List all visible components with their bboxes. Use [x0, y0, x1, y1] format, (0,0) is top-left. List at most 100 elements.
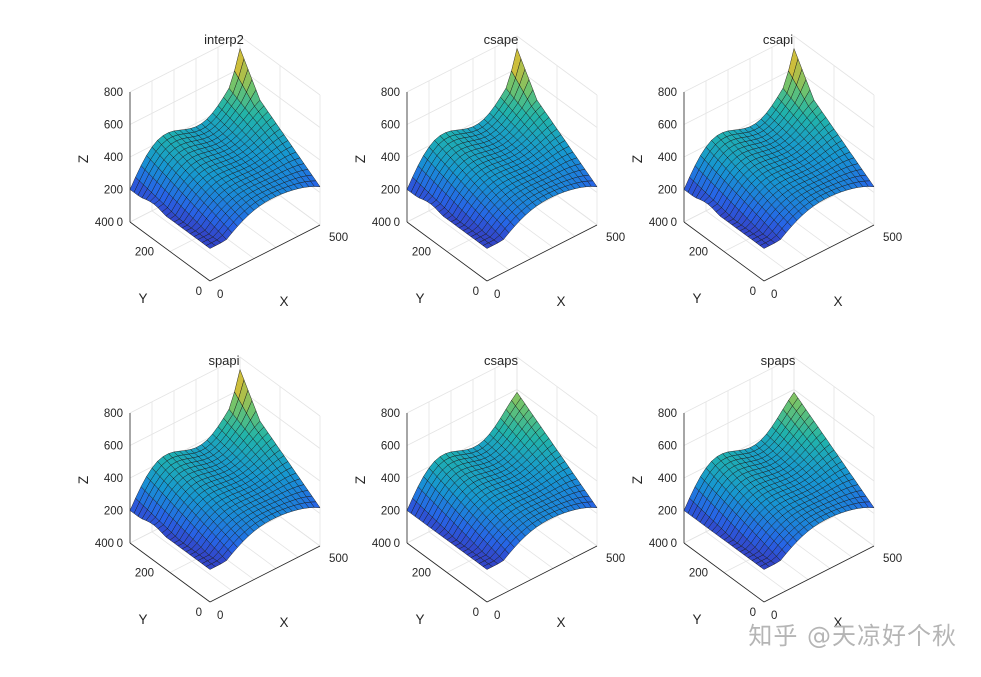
x-tick-label-500: 500 — [606, 232, 625, 244]
y-tick-label-400: 400 — [372, 217, 391, 229]
x-axis-label: X — [279, 294, 288, 309]
z-tick-label-0: 0 — [394, 217, 400, 229]
y-tick-label-0: 0 — [750, 286, 756, 298]
plot-title: csape — [484, 32, 519, 47]
z-tick-label-200: 200 — [104, 185, 123, 197]
y-tick-label-200: 200 — [689, 568, 708, 580]
y-axis-label: Y — [692, 291, 701, 306]
z-tick-label-400: 400 — [381, 152, 400, 164]
plot-title: csaps — [484, 353, 518, 368]
z-tick-label-800: 800 — [381, 87, 400, 99]
x-axis-line — [486, 224, 598, 282]
plot-title: csapi — [763, 32, 793, 47]
y-tick-label-200: 200 — [135, 568, 154, 580]
z-axis-label: Z — [353, 476, 368, 484]
z-tick-label-200: 200 — [658, 185, 677, 197]
z-axis-label: Z — [76, 476, 91, 484]
z-tick-label-400: 400 — [104, 473, 123, 485]
z-tick-label-400: 400 — [658, 152, 677, 164]
x-axis-line — [209, 224, 321, 282]
z-tick-label-600: 600 — [104, 441, 123, 453]
y-tick-label-0: 0 — [473, 607, 479, 619]
y-axis-line — [683, 542, 765, 603]
surface-mesh — [683, 48, 875, 249]
y-tick-label-400: 400 — [95, 538, 114, 550]
z-tick-label-200: 200 — [658, 506, 677, 518]
x-axis-line — [209, 545, 321, 603]
x-tick-label-0: 0 — [217, 289, 223, 301]
surface-patch — [864, 501, 875, 508]
y-tick-label-0: 0 — [196, 607, 202, 619]
axes — [406, 92, 598, 282]
z-tick-label-0: 0 — [117, 538, 123, 550]
axes — [406, 413, 598, 603]
grid-floor-x-100 — [151, 210, 233, 271]
grid-floor-x-100 — [428, 531, 510, 592]
z-tick-label-200: 200 — [381, 506, 400, 518]
surface-mesh — [406, 392, 598, 570]
z-tick-label-400: 400 — [104, 152, 123, 164]
grid-floor-x-100 — [705, 210, 787, 271]
x-tick-label-0: 0 — [771, 289, 777, 301]
x-tick-label-500: 500 — [329, 232, 348, 244]
axes — [683, 413, 875, 603]
x-tick-label-0: 0 — [217, 610, 223, 622]
y-tick-label-0: 0 — [750, 607, 756, 619]
y-tick-label-400: 400 — [649, 217, 668, 229]
z-axis-label: Z — [630, 155, 645, 163]
x-tick-label-0: 0 — [771, 610, 777, 622]
x-axis-line — [763, 224, 875, 282]
x-tick-label-0: 0 — [494, 289, 500, 301]
y-axis-label: Y — [415, 291, 424, 306]
x-axis-line — [763, 545, 875, 603]
y-axis-line — [683, 221, 765, 282]
x-axis-line — [486, 545, 598, 603]
x-tick-label-500: 500 — [329, 553, 348, 565]
surface-mesh — [129, 48, 321, 249]
z-tick-label-400: 400 — [381, 473, 400, 485]
x-axis-label: X — [556, 294, 565, 309]
z-tick-label-800: 800 — [658, 408, 677, 420]
z-tick-label-800: 800 — [104, 87, 123, 99]
y-tick-label-400: 400 — [372, 538, 391, 550]
x-tick-label-0: 0 — [494, 610, 500, 622]
y-tick-label-400: 400 — [95, 217, 114, 229]
z-tick-label-800: 800 — [381, 408, 400, 420]
z-tick-label-600: 600 — [381, 120, 400, 132]
z-tick-label-200: 200 — [381, 185, 400, 197]
y-axis-line — [406, 221, 488, 282]
z-tick-label-800: 800 — [104, 408, 123, 420]
axes — [683, 92, 875, 282]
z-tick-label-600: 600 — [381, 441, 400, 453]
watermark: 知乎 @天凉好个秋 — [748, 622, 957, 650]
y-tick-label-0: 0 — [473, 286, 479, 298]
z-tick-label-600: 600 — [104, 120, 123, 132]
y-axis-line — [406, 542, 488, 603]
surface-patch — [310, 180, 321, 187]
axes — [129, 92, 321, 282]
plot-title: spapi — [208, 353, 239, 368]
surface-mesh — [406, 48, 598, 249]
z-tick-label-0: 0 — [394, 538, 400, 550]
z-tick-label-800: 800 — [658, 87, 677, 99]
y-tick-label-200: 200 — [689, 247, 708, 259]
surface-mesh — [683, 392, 875, 570]
y-tick-label-200: 200 — [412, 568, 431, 580]
y-axis-label: Y — [415, 612, 424, 627]
z-axis-label: Z — [76, 155, 91, 163]
z-axis-label: Z — [353, 155, 368, 163]
z-tick-label-600: 600 — [658, 120, 677, 132]
y-axis-line — [129, 542, 211, 603]
z-tick-label-400: 400 — [658, 473, 677, 485]
z-tick-label-200: 200 — [104, 506, 123, 518]
surface-mesh — [129, 369, 321, 570]
x-tick-label-500: 500 — [883, 232, 902, 244]
x-axis-label: X — [279, 615, 288, 630]
y-tick-label-0: 0 — [196, 286, 202, 298]
y-axis-label: Y — [138, 291, 147, 306]
y-axis-label: Y — [692, 612, 701, 627]
